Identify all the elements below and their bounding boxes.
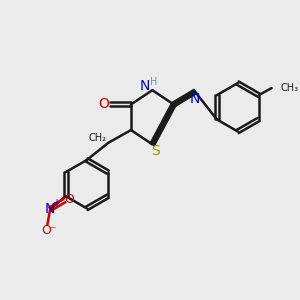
Text: N: N [140,79,150,93]
Text: CH₂: CH₂ [88,133,106,143]
Text: O: O [98,98,109,111]
Text: N: N [190,92,200,106]
Text: ⁻: ⁻ [49,224,56,237]
Text: N: N [45,202,56,216]
Text: +: + [52,198,61,208]
Text: H: H [150,77,158,87]
Text: S: S [152,144,160,158]
Text: O: O [64,193,74,206]
Text: O: O [41,224,51,237]
Text: CH₃: CH₃ [280,83,298,93]
